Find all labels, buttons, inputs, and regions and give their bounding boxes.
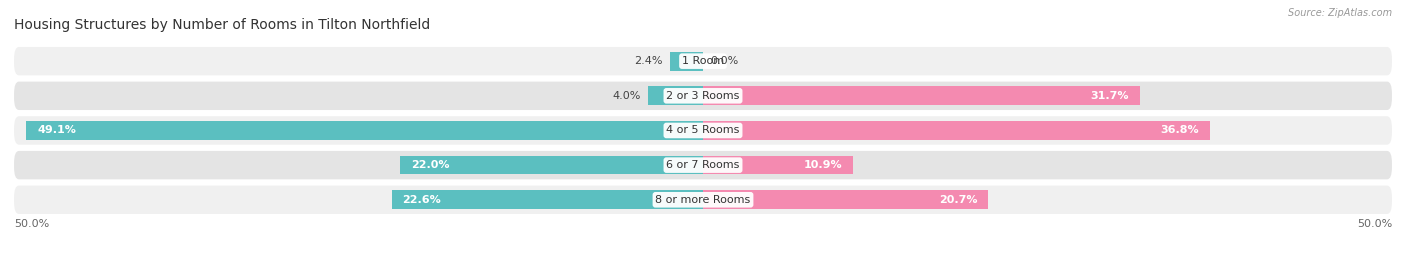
Bar bbox=[703, 190, 988, 209]
Text: 22.6%: 22.6% bbox=[402, 195, 441, 205]
Text: 2.4%: 2.4% bbox=[634, 56, 664, 66]
Text: 10.9%: 10.9% bbox=[804, 160, 842, 170]
FancyBboxPatch shape bbox=[14, 186, 1392, 214]
Text: 50.0%: 50.0% bbox=[14, 219, 49, 229]
Text: 4.0%: 4.0% bbox=[613, 91, 641, 101]
Text: 4 or 5 Rooms: 4 or 5 Rooms bbox=[666, 125, 740, 136]
Bar bbox=[392, 190, 703, 209]
Text: Source: ZipAtlas.com: Source: ZipAtlas.com bbox=[1288, 8, 1392, 18]
Bar bbox=[703, 121, 1211, 140]
Bar bbox=[703, 156, 853, 175]
Bar bbox=[669, 52, 703, 70]
Text: Housing Structures by Number of Rooms in Tilton Northfield: Housing Structures by Number of Rooms in… bbox=[14, 18, 430, 32]
Text: 6 or 7 Rooms: 6 or 7 Rooms bbox=[666, 160, 740, 170]
Bar bbox=[399, 156, 703, 175]
Text: 2 or 3 Rooms: 2 or 3 Rooms bbox=[666, 91, 740, 101]
Text: 22.0%: 22.0% bbox=[411, 160, 450, 170]
FancyBboxPatch shape bbox=[14, 116, 1392, 145]
Text: 49.1%: 49.1% bbox=[38, 125, 76, 136]
Bar bbox=[27, 121, 703, 140]
Bar bbox=[648, 86, 703, 105]
Text: 20.7%: 20.7% bbox=[939, 195, 977, 205]
FancyBboxPatch shape bbox=[14, 47, 1392, 75]
Text: 31.7%: 31.7% bbox=[1090, 91, 1129, 101]
FancyBboxPatch shape bbox=[14, 82, 1392, 110]
Text: 50.0%: 50.0% bbox=[1357, 219, 1392, 229]
Text: 1 Room: 1 Room bbox=[682, 56, 724, 66]
Bar bbox=[703, 86, 1140, 105]
Text: 8 or more Rooms: 8 or more Rooms bbox=[655, 195, 751, 205]
FancyBboxPatch shape bbox=[14, 151, 1392, 179]
Text: 0.0%: 0.0% bbox=[710, 56, 738, 66]
Text: 36.8%: 36.8% bbox=[1160, 125, 1199, 136]
